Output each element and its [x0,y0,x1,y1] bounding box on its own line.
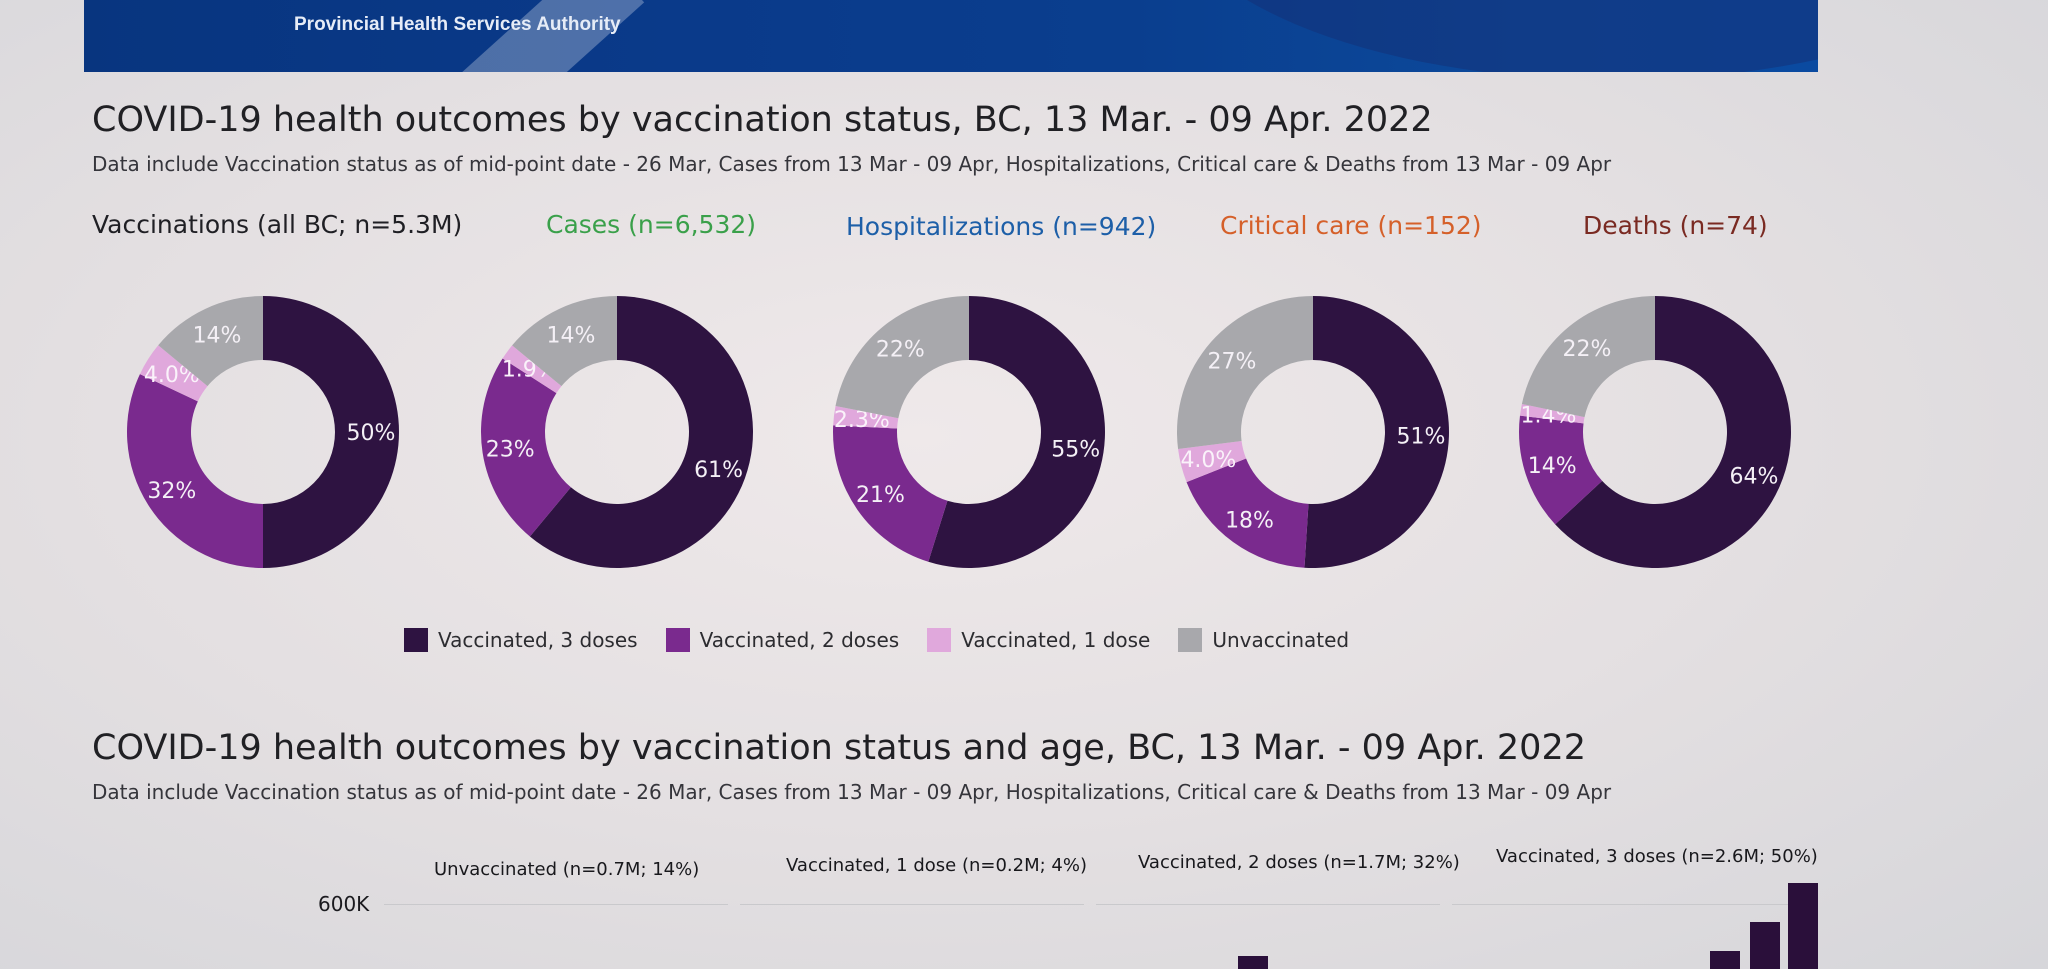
section2-title: COVID-19 health outcomes by vaccination … [92,728,1586,768]
donut-slice-label: 22% [1563,337,1612,362]
panel-label-1-dose: Vaccinated, 1 dose (n=0.2M; 4%) [786,855,1087,876]
donut-slice-dose3 [263,296,399,568]
legend-swatch-dose1 [927,628,952,652]
donut-slice-dose2 [833,425,948,562]
gridline-panel-1 [384,904,728,905]
legend-swatch-unvax [1178,628,1203,652]
panel-label-2-doses: Vaccinated, 2 doses (n=1.7M; 32%) [1138,852,1460,873]
donut-slice-label: 14% [1528,454,1577,479]
legend-item-dose1: Vaccinated, 1 dose [927,628,1150,652]
legend-label-unvax: Unvaccinated [1212,628,1350,652]
org-name: Provincial Health Services Authority [294,14,621,35]
gridline-panel-2 [740,904,1084,905]
donut-slice-label: 21% [856,483,905,508]
donut-slice-label: 50% [347,421,396,446]
donut-slice-label: 14% [547,323,596,348]
donut-slice-dose2 [126,374,264,568]
legend-label-dose1: Vaccinated, 1 dose [961,628,1151,652]
donut-title-hospitalizations: Hospitalizations (n=942) [846,212,1157,241]
donut-slice-label: 64% [1730,464,1779,489]
donut-slice-dose2 [481,358,571,537]
gridline-panel-4 [1452,904,1796,905]
legend-item-dose2: Vaccinated, 2 doses [665,628,900,652]
donut-slice-unvax [835,296,969,419]
panel-label-unvaccinated: Unvaccinated (n=0.7M; 14%) [434,859,700,880]
age-bar [1750,922,1780,969]
section1-title: COVID-19 health outcomes by vaccination … [92,100,1433,140]
legend-item-dose3: Vaccinated, 3 doses [404,628,638,652]
legend-swatch-dose3 [404,628,428,652]
y-axis-tick-600k: 600K [318,892,370,916]
chart-legend: Vaccinated, 3 doses Vaccinated, 2 doses … [404,628,1377,652]
donut-slice-unvax [1177,296,1313,450]
header-banner: Provincial Health Services Authority [84,0,1818,72]
donut-slice-label: 51% [1396,424,1445,449]
donut-title-critical-care: Critical care (n=152) [1220,211,1482,240]
age-bar [1788,883,1818,969]
panel-label-3-doses: Vaccinated, 3 doses (n=2.6M; 50%) [1496,846,1818,867]
legend-swatch-dose2 [665,628,690,652]
donut-slice-unvax [1521,296,1655,418]
donut-title-cases: Cases (n=6,532) [546,210,757,239]
donut-slice-label: 22% [876,338,925,363]
donut-slice-dose3 [529,296,754,568]
donut-slice-dose1 [502,345,562,394]
gridline-panel-3 [1096,904,1440,905]
donut-slice-label: 55% [1051,437,1100,462]
donut-slice-dose2 [1186,458,1309,568]
donut-slice-label: 27% [1208,350,1257,375]
section1-subtitle: Data include Vaccination status as of mi… [92,152,1612,176]
donut-title-deaths: Deaths (n=74) [1583,211,1768,240]
donut-slice-dose1 [139,345,208,402]
legend-item-unvax: Unvaccinated [1178,628,1349,652]
section2-subtitle: Data include Vaccination status as of mi… [92,780,1612,804]
donut-slice-label: 61% [694,458,743,483]
donut-slice-label: 4.0% [1180,448,1236,473]
y-axis-label-partial [78,955,238,969]
donut-slice-dose1 [1519,403,1585,424]
donut-title-vaccinations: Vaccinations (all BC; n=5.3M) [92,210,463,239]
donut-slice-label: 14% [193,323,242,348]
donut-slice-dose3 [1304,296,1450,568]
donut-slice-dose3 [1555,296,1792,568]
donut-slice-unvax [158,296,263,387]
donut-slice-dose1 [1178,441,1247,483]
donut-slice-dose1 [833,405,899,429]
legend-label-dose3: Vaccinated, 3 doses [438,628,638,652]
age-bar [1710,951,1740,969]
legend-label-dose2: Vaccinated, 2 doses [699,628,900,652]
donut-slice-unvax [512,296,617,387]
donut-slice-dose3 [928,296,1105,568]
age-bar [1238,956,1268,969]
donut-slice-label: 23% [486,437,535,462]
donut-slice-label: 18% [1225,508,1274,533]
donut-slice-label: 32% [147,479,196,504]
donut-slice-dose2 [1519,415,1603,525]
